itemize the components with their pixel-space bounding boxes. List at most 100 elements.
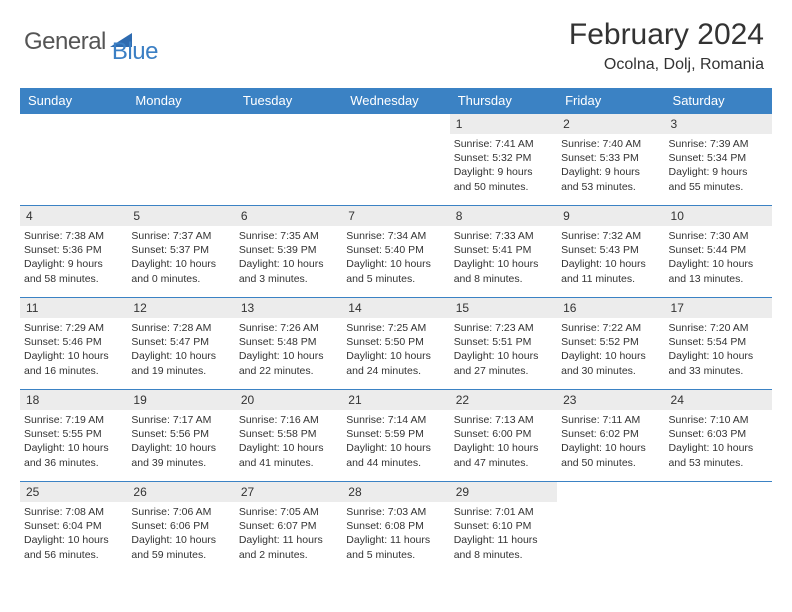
- day-data: Sunrise: 7:32 AMSunset: 5:43 PMDaylight:…: [557, 226, 664, 289]
- logo: General Blue: [24, 18, 158, 66]
- calendar-cell: 16Sunrise: 7:22 AMSunset: 5:52 PMDayligh…: [557, 298, 664, 390]
- day-data: Sunrise: 7:35 AMSunset: 5:39 PMDaylight:…: [235, 226, 342, 289]
- day-data: Sunrise: 7:25 AMSunset: 5:50 PMDaylight:…: [342, 318, 449, 381]
- weekday-header: Sunday: [20, 88, 127, 114]
- calendar-cell: 5Sunrise: 7:37 AMSunset: 5:37 PMDaylight…: [127, 206, 234, 298]
- day-data: Sunrise: 7:06 AMSunset: 6:06 PMDaylight:…: [127, 502, 234, 565]
- weekday-header: Thursday: [450, 88, 557, 114]
- calendar-row: 4Sunrise: 7:38 AMSunset: 5:36 PMDaylight…: [20, 206, 772, 298]
- weekday-header: Friday: [557, 88, 664, 114]
- calendar-cell: 9Sunrise: 7:32 AMSunset: 5:43 PMDaylight…: [557, 206, 664, 298]
- weekday-header: Tuesday: [235, 88, 342, 114]
- day-data: Sunrise: 7:10 AMSunset: 6:03 PMDaylight:…: [665, 410, 772, 473]
- calendar-cell: 15Sunrise: 7:23 AMSunset: 5:51 PMDayligh…: [450, 298, 557, 390]
- calendar-row: 1Sunrise: 7:41 AMSunset: 5:32 PMDaylight…: [20, 114, 772, 206]
- day-data: Sunrise: 7:20 AMSunset: 5:54 PMDaylight:…: [665, 318, 772, 381]
- calendar-cell: 25Sunrise: 7:08 AMSunset: 6:04 PMDayligh…: [20, 482, 127, 574]
- calendar-cell: 2Sunrise: 7:40 AMSunset: 5:33 PMDaylight…: [557, 114, 664, 206]
- day-number: 28: [342, 482, 449, 502]
- calendar-cell-empty: [20, 114, 127, 206]
- day-data: Sunrise: 7:40 AMSunset: 5:33 PMDaylight:…: [557, 134, 664, 197]
- day-number: 20: [235, 390, 342, 410]
- calendar-cell: 26Sunrise: 7:06 AMSunset: 6:06 PMDayligh…: [127, 482, 234, 574]
- day-number: 6: [235, 206, 342, 226]
- day-number: 8: [450, 206, 557, 226]
- day-number: 23: [557, 390, 664, 410]
- calendar-row: 18Sunrise: 7:19 AMSunset: 5:55 PMDayligh…: [20, 390, 772, 482]
- logo-text-general: General: [24, 28, 106, 56]
- calendar-cell: 17Sunrise: 7:20 AMSunset: 5:54 PMDayligh…: [665, 298, 772, 390]
- calendar-cell: 6Sunrise: 7:35 AMSunset: 5:39 PMDaylight…: [235, 206, 342, 298]
- weekday-header: Saturday: [665, 88, 772, 114]
- day-data: Sunrise: 7:14 AMSunset: 5:59 PMDaylight:…: [342, 410, 449, 473]
- calendar-cell: 22Sunrise: 7:13 AMSunset: 6:00 PMDayligh…: [450, 390, 557, 482]
- day-data: Sunrise: 7:16 AMSunset: 5:58 PMDaylight:…: [235, 410, 342, 473]
- calendar-cell-empty: [665, 482, 772, 574]
- calendar-cell: 10Sunrise: 7:30 AMSunset: 5:44 PMDayligh…: [665, 206, 772, 298]
- title-block: February 2024 Ocolna, Dolj, Romania: [569, 18, 764, 74]
- logo-text-blue: Blue: [112, 38, 158, 66]
- calendar-cell: 24Sunrise: 7:10 AMSunset: 6:03 PMDayligh…: [665, 390, 772, 482]
- day-data: Sunrise: 7:19 AMSunset: 5:55 PMDaylight:…: [20, 410, 127, 473]
- day-number: 21: [342, 390, 449, 410]
- calendar-cell: 27Sunrise: 7:05 AMSunset: 6:07 PMDayligh…: [235, 482, 342, 574]
- day-number: 27: [235, 482, 342, 502]
- calendar-cell: 11Sunrise: 7:29 AMSunset: 5:46 PMDayligh…: [20, 298, 127, 390]
- day-data: Sunrise: 7:03 AMSunset: 6:08 PMDaylight:…: [342, 502, 449, 565]
- calendar-row: 11Sunrise: 7:29 AMSunset: 5:46 PMDayligh…: [20, 298, 772, 390]
- day-number: 3: [665, 114, 772, 134]
- day-number: 18: [20, 390, 127, 410]
- location: Ocolna, Dolj, Romania: [569, 56, 764, 74]
- calendar-cell: 1Sunrise: 7:41 AMSunset: 5:32 PMDaylight…: [450, 114, 557, 206]
- day-number: 10: [665, 206, 772, 226]
- day-data: Sunrise: 7:11 AMSunset: 6:02 PMDaylight:…: [557, 410, 664, 473]
- calendar-body: 1Sunrise: 7:41 AMSunset: 5:32 PMDaylight…: [20, 114, 772, 574]
- calendar-cell: 3Sunrise: 7:39 AMSunset: 5:34 PMDaylight…: [665, 114, 772, 206]
- month-title: February 2024: [569, 18, 764, 52]
- calendar-cell: 13Sunrise: 7:26 AMSunset: 5:48 PMDayligh…: [235, 298, 342, 390]
- calendar-cell: 21Sunrise: 7:14 AMSunset: 5:59 PMDayligh…: [342, 390, 449, 482]
- day-data: Sunrise: 7:29 AMSunset: 5:46 PMDaylight:…: [20, 318, 127, 381]
- calendar-cell: 7Sunrise: 7:34 AMSunset: 5:40 PMDaylight…: [342, 206, 449, 298]
- day-data: Sunrise: 7:37 AMSunset: 5:37 PMDaylight:…: [127, 226, 234, 289]
- day-number: 25: [20, 482, 127, 502]
- day-number: 16: [557, 298, 664, 318]
- calendar-cell: 28Sunrise: 7:03 AMSunset: 6:08 PMDayligh…: [342, 482, 449, 574]
- day-data: Sunrise: 7:13 AMSunset: 6:00 PMDaylight:…: [450, 410, 557, 473]
- day-number: 7: [342, 206, 449, 226]
- calendar-cell-empty: [127, 114, 234, 206]
- day-number: 15: [450, 298, 557, 318]
- day-data: Sunrise: 7:28 AMSunset: 5:47 PMDaylight:…: [127, 318, 234, 381]
- day-number: 24: [665, 390, 772, 410]
- day-number: 19: [127, 390, 234, 410]
- day-data: Sunrise: 7:26 AMSunset: 5:48 PMDaylight:…: [235, 318, 342, 381]
- day-data: Sunrise: 7:05 AMSunset: 6:07 PMDaylight:…: [235, 502, 342, 565]
- weekday-header: Monday: [127, 88, 234, 114]
- day-number: 14: [342, 298, 449, 318]
- calendar-row: 25Sunrise: 7:08 AMSunset: 6:04 PMDayligh…: [20, 482, 772, 574]
- day-number: 29: [450, 482, 557, 502]
- day-data: Sunrise: 7:22 AMSunset: 5:52 PMDaylight:…: [557, 318, 664, 381]
- day-data: Sunrise: 7:41 AMSunset: 5:32 PMDaylight:…: [450, 134, 557, 197]
- day-number: 1: [450, 114, 557, 134]
- day-data: Sunrise: 7:01 AMSunset: 6:10 PMDaylight:…: [450, 502, 557, 565]
- day-number: 17: [665, 298, 772, 318]
- calendar-cell: 19Sunrise: 7:17 AMSunset: 5:56 PMDayligh…: [127, 390, 234, 482]
- header: General Blue February 2024 Ocolna, Dolj,…: [0, 0, 792, 82]
- calendar-cell: 8Sunrise: 7:33 AMSunset: 5:41 PMDaylight…: [450, 206, 557, 298]
- day-number: 4: [20, 206, 127, 226]
- day-number: 9: [557, 206, 664, 226]
- calendar-cell: 29Sunrise: 7:01 AMSunset: 6:10 PMDayligh…: [450, 482, 557, 574]
- calendar-cell: 12Sunrise: 7:28 AMSunset: 5:47 PMDayligh…: [127, 298, 234, 390]
- day-data: Sunrise: 7:39 AMSunset: 5:34 PMDaylight:…: [665, 134, 772, 197]
- day-data: Sunrise: 7:30 AMSunset: 5:44 PMDaylight:…: [665, 226, 772, 289]
- day-data: Sunrise: 7:08 AMSunset: 6:04 PMDaylight:…: [20, 502, 127, 565]
- day-number: 5: [127, 206, 234, 226]
- day-data: Sunrise: 7:34 AMSunset: 5:40 PMDaylight:…: [342, 226, 449, 289]
- day-number: 2: [557, 114, 664, 134]
- day-number: 12: [127, 298, 234, 318]
- weekday-header: Wednesday: [342, 88, 449, 114]
- calendar-cell-empty: [342, 114, 449, 206]
- day-number: 13: [235, 298, 342, 318]
- calendar-table: SundayMondayTuesdayWednesdayThursdayFrid…: [20, 88, 772, 574]
